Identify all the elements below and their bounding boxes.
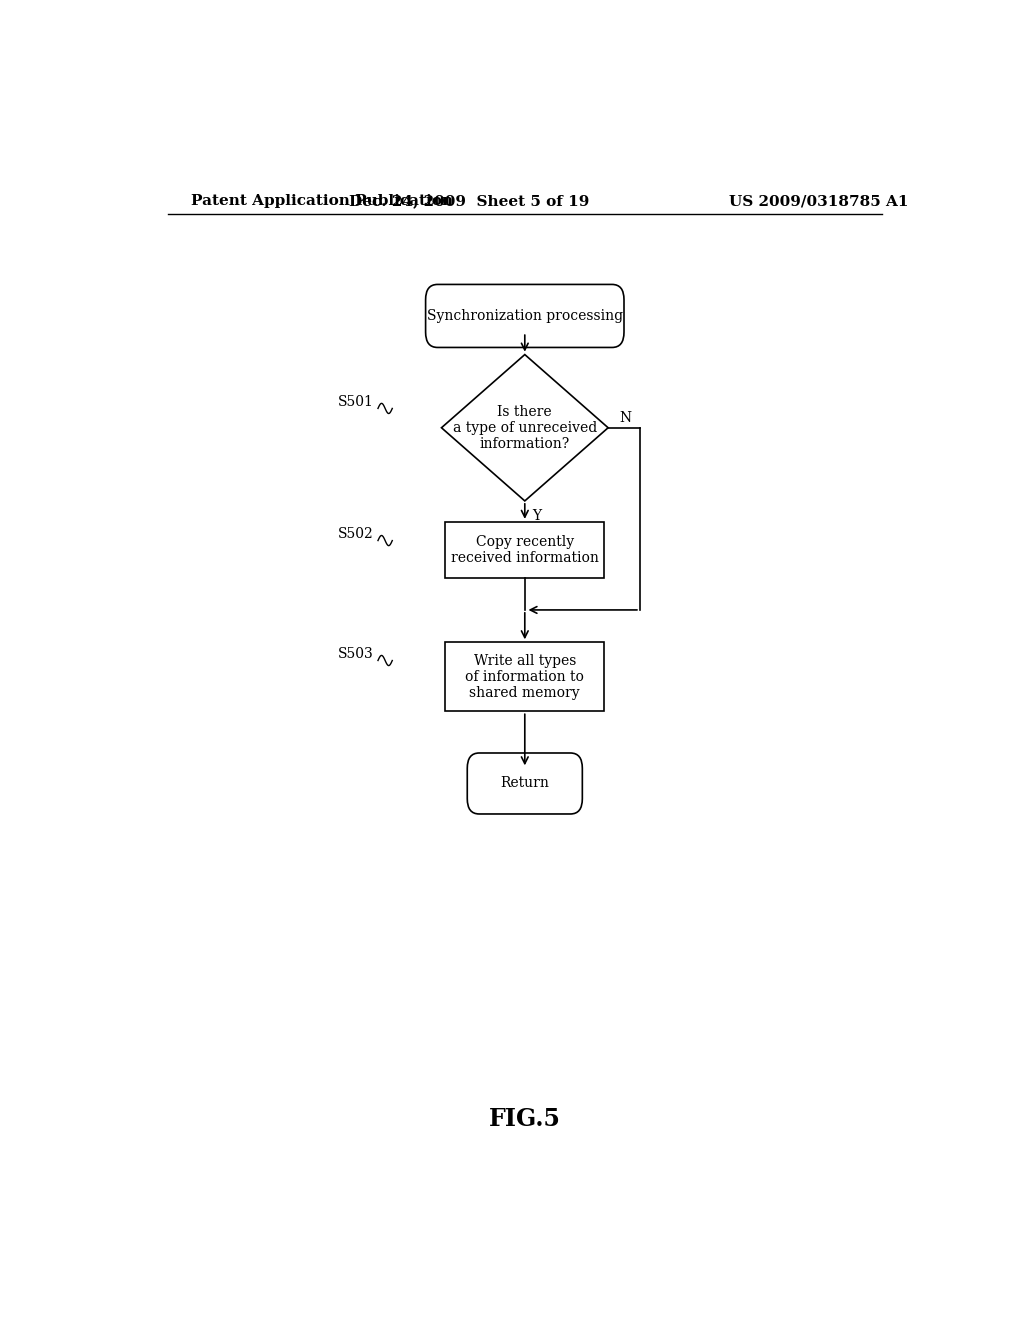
Text: S502: S502 [338,528,374,541]
Text: US 2009/0318785 A1: US 2009/0318785 A1 [729,194,908,209]
Text: Y: Y [532,510,542,523]
Text: Patent Application Publication: Patent Application Publication [191,194,454,209]
Text: FIG.5: FIG.5 [488,1107,561,1131]
Polygon shape [441,355,608,500]
FancyBboxPatch shape [426,284,624,347]
Text: Dec. 24, 2009  Sheet 5 of 19: Dec. 24, 2009 Sheet 5 of 19 [349,194,590,209]
Text: Copy recently
received information: Copy recently received information [451,535,599,565]
Text: N: N [620,411,632,425]
Text: Synchronization processing: Synchronization processing [427,309,623,323]
Text: Return: Return [501,776,549,791]
Bar [445,643,604,711]
Text: Is there
a type of unreceived
information?: Is there a type of unreceived informatio… [453,404,597,451]
Bar [445,521,604,578]
Text: S503: S503 [338,647,374,661]
Text: Write all types
of information to
shared memory: Write all types of information to shared… [465,653,585,700]
Text: S501: S501 [338,395,374,409]
FancyBboxPatch shape [467,752,583,814]
